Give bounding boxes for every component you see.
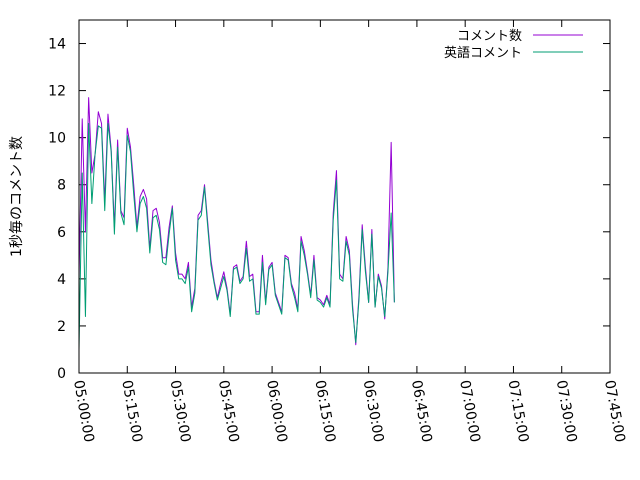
y-tick-label: 0 <box>57 366 66 382</box>
y-tick-label: 2 <box>57 319 66 335</box>
y-tick-label: 10 <box>48 131 66 147</box>
legend-label: 英語コメント <box>444 45 522 61</box>
y-tick-label: 14 <box>48 37 66 53</box>
y-tick-label: 4 <box>57 272 66 288</box>
series-line-2 <box>78 123 395 350</box>
series-layer <box>78 97 395 350</box>
legend-label: コメント数 <box>457 29 522 44</box>
y-tick-label: 12 <box>48 84 66 100</box>
plot-frame <box>78 19 611 374</box>
y-axis: 0 2 4 6 8 10 12 14 <box>48 37 610 382</box>
y-tick-label: 8 <box>57 178 66 194</box>
y-tick-label: 6 <box>57 225 66 241</box>
y-axis-label: 1秒毎のコメント数 <box>9 136 25 257</box>
